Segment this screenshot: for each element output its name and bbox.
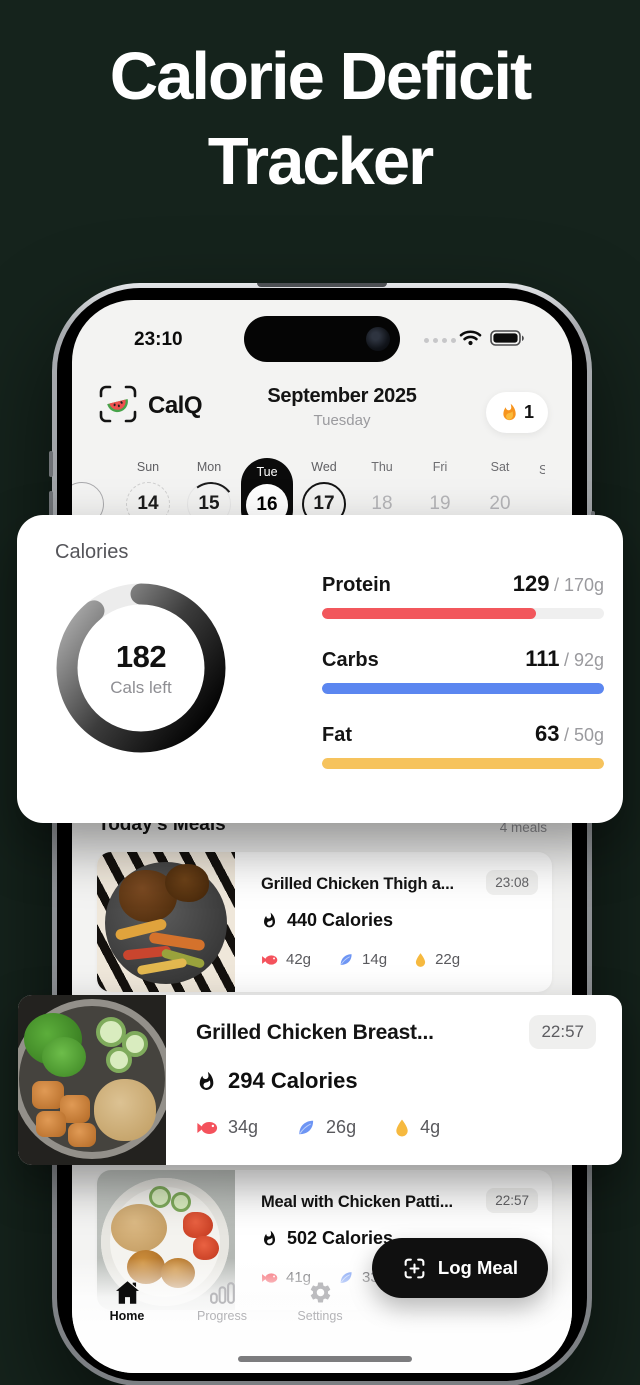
fat-progress-bar [322,758,604,769]
macro-value: 129 / 170g [512,571,604,596]
streak-count: 1 [523,402,534,422]
macro-row-fat: Fat 63 / 50g [322,721,604,769]
calories-remaining: 182 [115,638,167,674]
poster-title-line2: Tracker [207,124,434,200]
home-icon [115,1281,139,1304]
calories-ring: 182 Cals left [50,577,232,759]
meal-time-badge: 23:08 [486,870,538,895]
cellular-signal-icon [424,338,456,343]
meal-name: Grilled Chicken Breast... [196,1021,434,1044]
month-label: September 2025 [267,385,417,407]
status-time: 23:10 [134,329,183,350]
meal-photo [18,995,166,1165]
meal-name: Meal with Chicken Patti... [261,1193,453,1211]
volume-button [49,491,53,535]
calendar-day-thu[interactable]: Thu 18 [371,460,393,514]
home-indicator[interactable] [238,1356,412,1362]
scan-frame-icon [99,385,137,423]
speaker-slot [257,283,387,287]
macro-row-protein: Protein 129 / 170g [322,571,604,619]
meal-name: Grilled Chicken Thigh a... [261,875,454,893]
nav-tab-progress[interactable]: Progress [184,1280,260,1323]
date-header[interactable]: September 2025 Tuesday [252,385,432,429]
calendar-day-fri[interactable]: Fri 19 [429,460,451,514]
settings-gear-icon [310,1282,330,1303]
calories-summary-card[interactable]: Calories 182 Cals left Protein 129 [17,515,623,823]
macro-rows: Protein 129 / 170g Carbs 111 / 92g Fat [322,571,604,796]
calorie-flame-icon [264,1230,276,1246]
app-screen: 23:10 CalQ September 2025 Tuesday [72,300,572,1373]
app-name: CalQ [148,392,203,419]
phone-frame: 23:10 CalQ September 2025 Tuesday [49,283,595,1385]
carbs-leaf-icon [296,1118,316,1137]
poster-title-line1: Calorie Deficit [109,39,533,114]
streak-flame-icon [503,403,516,421]
meal-time-badge: 22:57 [486,1188,538,1213]
meal-calories: 440 Calories [261,910,393,931]
nav-label-settings: Settings [297,1309,343,1323]
carbs-leaf-icon [338,952,354,967]
meal-calories: 502 Calories [261,1228,393,1249]
protein-progress-bar [322,608,604,619]
streak-badge[interactable]: 1 [486,392,548,433]
battery-icon [490,330,526,347]
calories-remaining-label: Cals left [110,677,172,697]
progress-chart-icon [209,1282,235,1304]
protein-fish-icon [196,1119,218,1137]
fat-droplet-icon [394,1118,410,1138]
watermelon-icon [105,391,131,417]
calendar-day-mon[interactable]: Mon 15 [181,460,237,526]
meal-macros: 42g 14g 22g [261,951,460,968]
macro-value: 111 / 92g [525,646,604,671]
wifi-icon [459,329,482,346]
log-meal-label: Log Meal [437,1257,519,1278]
calendar-next-day-partial: S [539,463,545,477]
meals-count: 4 meals [499,820,547,835]
meal-calories: 294 Calories [196,1068,358,1094]
mute-switch [49,451,53,477]
meal-photo [97,852,235,992]
calendar-day-sat[interactable]: Sat 20 [489,460,511,514]
meal-card-1[interactable]: Grilled Chicken Thigh a... 23:08 440 Cal… [97,852,552,992]
nav-tab-home[interactable]: Home [89,1280,165,1323]
macro-row-carbs: Carbs 111 / 92g [322,646,604,694]
app-logo [98,384,138,424]
protein-fish-icon [261,953,278,967]
weekday-label: Tuesday [313,412,371,429]
front-camera [366,327,390,351]
nav-label-progress: Progress [196,1309,248,1323]
macro-value: 63 / 50g [535,721,604,746]
nav-label-home: Home [109,1309,145,1323]
meal-macros: 34g 26g 4g [196,1117,440,1138]
meal-time-badge: 22:57 [529,1015,596,1049]
nav-tab-settings[interactable]: Settings [282,1280,358,1323]
fat-droplet-icon [414,952,427,968]
calorie-flame-icon [264,912,276,928]
scan-plus-icon [404,1258,425,1278]
poster-title: Calorie Deficit Tracker [0,34,640,204]
calorie-flame-icon [199,1071,214,1090]
carbs-progress-bar [322,683,604,694]
log-meal-button[interactable]: Log Meal [372,1238,548,1298]
dynamic-island [244,316,400,362]
meal-card-featured[interactable]: Grilled Chicken Breast... 22:57 294 Calo… [18,995,622,1165]
calories-card-title: Calories [55,541,129,563]
